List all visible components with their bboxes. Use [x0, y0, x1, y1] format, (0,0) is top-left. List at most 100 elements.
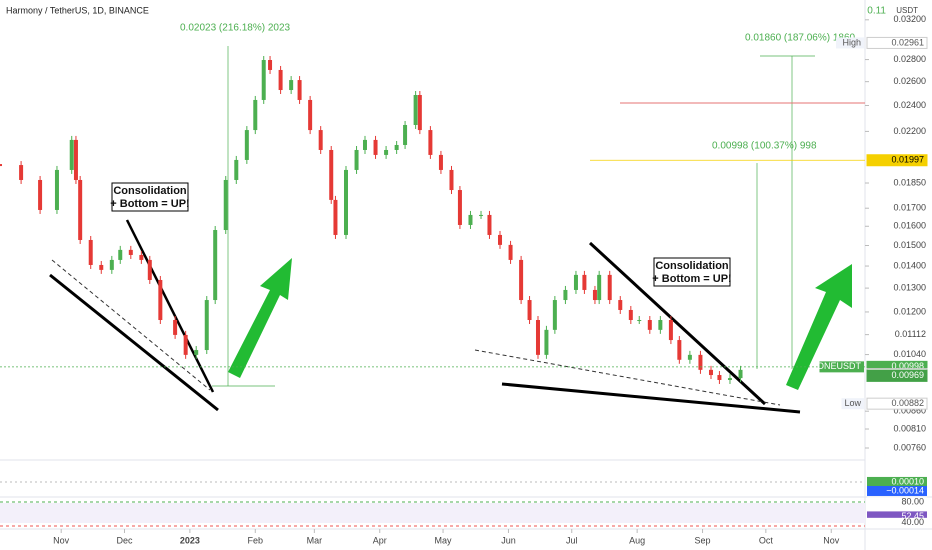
- candle: [278, 69, 283, 91]
- candle: [354, 149, 359, 170]
- price-label-name-bg: [836, 37, 864, 49]
- candle: [253, 99, 258, 131]
- trend-line: [501, 382, 801, 414]
- candle: [344, 169, 348, 235]
- x-tick-label: Jul: [566, 535, 578, 545]
- candle: [582, 274, 587, 290]
- annotation: 0.01860 (187.06%) 1860: [745, 33, 856, 44]
- macd-label: 0.00010: [891, 476, 924, 486]
- x-tick-label: May: [435, 535, 453, 545]
- candle: [428, 130, 433, 155]
- price-label-name-bg: [819, 361, 864, 373]
- candle: [109, 259, 114, 270]
- annotation: 0.00998 (100.37%) 998: [712, 141, 817, 152]
- x-tick-label: 2023: [180, 535, 200, 545]
- candle: [88, 239, 93, 265]
- price-label: 0.00882: [891, 398, 924, 408]
- candle: [297, 80, 302, 100]
- candle: [544, 329, 549, 355]
- candle: [403, 124, 408, 145]
- y-tick-label: 0.01500: [893, 240, 926, 250]
- candle: [128, 249, 133, 255]
- candle: [213, 230, 218, 301]
- price-label-name: ONEUSDT: [817, 361, 862, 371]
- price-label-bg: [866, 36, 928, 49]
- rsi-label: 80.00: [901, 497, 924, 507]
- candle: [19, 165, 24, 180]
- candle: [552, 300, 557, 330]
- candle: [244, 130, 249, 160]
- callout: + Bottom = UP!: [652, 273, 731, 285]
- y-tick-label: 0.02200: [893, 126, 926, 136]
- rsi-label-bg: [867, 511, 927, 522]
- y-tick-label: 0.02600: [893, 76, 926, 86]
- candle: [194, 350, 199, 355]
- candle: [698, 354, 703, 370]
- candle: [69, 139, 74, 170]
- candle: [173, 320, 178, 335]
- x-tick-label: Nov: [823, 535, 840, 545]
- candle: [658, 320, 663, 330]
- y-tick-label: 0.02800: [893, 54, 926, 64]
- y-tick-label: 0.00810: [893, 423, 926, 433]
- x-tick-label: Mar: [307, 535, 323, 545]
- trend-line: [51, 259, 211, 391]
- rsi-band: [0, 503, 865, 523]
- candle: [261, 60, 266, 100]
- candle: [99, 264, 104, 270]
- last-price: 0.11: [867, 6, 886, 17]
- callout-box: [111, 182, 189, 212]
- macd-label: −0.00014: [886, 485, 924, 495]
- trend-line: [125, 219, 215, 393]
- y-tick-label: 0.01040: [893, 349, 926, 359]
- candle: [527, 300, 532, 321]
- callout: Consolidation: [655, 260, 729, 272]
- y-tick-label: 0.01600: [893, 221, 926, 231]
- candle: [289, 80, 294, 91]
- trend-line: [474, 349, 781, 406]
- x-tick-label: Oct: [759, 535, 774, 545]
- candle: [519, 259, 524, 301]
- candle: [139, 254, 144, 260]
- y-tick-label: 0.01850: [893, 177, 926, 187]
- candle: [717, 375, 722, 380]
- y-tick-label: 0.00860: [893, 406, 926, 416]
- candle: [333, 199, 338, 235]
- candle: [727, 378, 732, 380]
- candle: [637, 320, 642, 322]
- x-tick-label: Apr: [373, 535, 387, 545]
- y-tick-label: 0.01300: [893, 282, 926, 292]
- candle: [373, 139, 378, 155]
- candle: [573, 274, 578, 290]
- candle: [607, 274, 612, 301]
- candle: [535, 320, 540, 355]
- candle: [308, 99, 313, 131]
- candle: [668, 320, 673, 341]
- candle: [618, 300, 623, 310]
- candle: [487, 214, 492, 235]
- x-tick-label: Feb: [248, 535, 264, 545]
- macd-label-bg: [867, 485, 927, 496]
- candle: [223, 179, 228, 231]
- candle: [318, 130, 323, 150]
- candle: [158, 279, 163, 321]
- price-label-bg: [866, 369, 928, 382]
- price-label-name: Low: [844, 398, 861, 408]
- candle: [563, 289, 568, 301]
- candle: [647, 320, 652, 330]
- candle: [597, 274, 602, 301]
- y-tick-label: 0.01700: [893, 203, 926, 213]
- candle: [449, 169, 454, 191]
- candle: [118, 249, 123, 260]
- candle: [498, 234, 503, 245]
- y-tick-label: 0.01112: [895, 329, 926, 339]
- candle: [413, 95, 418, 125]
- candle: [362, 139, 367, 150]
- currency: USDT: [896, 6, 918, 15]
- trend-line: [588, 241, 767, 406]
- candle: [329, 149, 334, 200]
- candle: [54, 169, 59, 210]
- rsi-label-bg: [867, 497, 927, 508]
- x-tick-label: Jun: [501, 535, 516, 545]
- candle: [147, 259, 152, 280]
